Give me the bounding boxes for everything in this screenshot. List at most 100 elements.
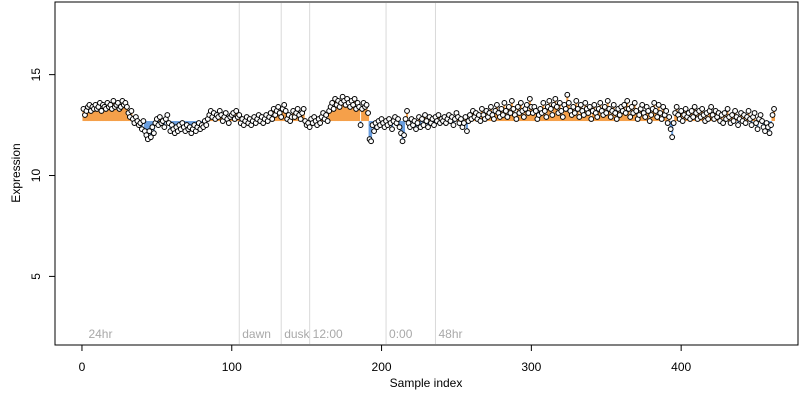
data-point-189 — [363, 102, 370, 108]
data-point-286 — [508, 97, 515, 104]
data-point-399 — [678, 108, 685, 114]
data-point-413 — [699, 106, 706, 112]
data-point-29 — [124, 104, 130, 110]
data-point-252 — [458, 116, 464, 122]
data-point-362 — [622, 110, 629, 116]
data-point-320 — [559, 114, 566, 120]
data-point-145 — [297, 116, 304, 122]
marker-label-0: dawn — [242, 327, 271, 341]
data-point-309 — [543, 114, 550, 120]
data-point-391 — [666, 114, 673, 120]
data-point-44 — [146, 128, 153, 135]
data-point-181 — [351, 95, 358, 102]
data-point-332 — [577, 102, 584, 108]
data-point-358 — [616, 112, 623, 118]
data-point-393 — [669, 134, 676, 141]
data-point-287 — [510, 106, 517, 112]
data-point-417 — [705, 116, 712, 122]
data-points — [80, 91, 777, 145]
data-point-283 — [504, 114, 511, 120]
data-point-458 — [766, 130, 773, 137]
data-point-419 — [708, 104, 715, 110]
y-tick-label-0: 5 — [29, 273, 43, 280]
data-point-211 — [396, 124, 403, 130]
marker-label-2: 12:00 — [313, 327, 343, 341]
data-point-378 — [646, 118, 653, 124]
data-point-355 — [612, 110, 619, 116]
data-point-266 — [479, 106, 485, 112]
data-point-327 — [570, 104, 577, 110]
data-point-316 — [553, 104, 560, 110]
data-point-307 — [540, 99, 547, 106]
data-point-361 — [621, 102, 628, 108]
y-axis: 5 10 15 — [29, 68, 56, 280]
data-point-312 — [547, 106, 554, 112]
data-point-40 — [140, 118, 147, 124]
data-point-442 — [742, 120, 749, 126]
data-point-427 — [720, 120, 727, 126]
data-point-82 — [203, 122, 210, 128]
data-point-228 — [422, 112, 428, 118]
data-point-45 — [147, 134, 154, 141]
data-point-352 — [607, 114, 614, 120]
data-point-453 — [759, 118, 765, 124]
data-point-147 — [300, 106, 307, 112]
data-point-311 — [546, 97, 553, 104]
data-point-255 — [462, 114, 469, 120]
data-point-104 — [236, 112, 243, 118]
data-point-223 — [414, 120, 421, 126]
vertical-marker-lines — [238, 3, 436, 344]
y-tick-label-1: 10 — [29, 169, 43, 183]
data-point-381 — [651, 99, 658, 106]
data-point-366 — [628, 104, 635, 110]
data-point-298 — [526, 95, 533, 102]
data-point-318 — [556, 99, 563, 106]
data-point-276 — [494, 102, 500, 108]
data-point-226 — [419, 116, 425, 122]
data-point-392 — [667, 126, 674, 133]
data-point-394 — [670, 120, 677, 126]
data-point-308 — [541, 108, 548, 114]
data-point-134 — [281, 102, 288, 108]
y-axis-label: Expression — [9, 143, 23, 202]
data-point-185 — [357, 122, 364, 128]
data-point-294 — [520, 114, 527, 120]
data-point-46 — [149, 124, 156, 130]
data-point-389 — [663, 108, 670, 114]
x-tick-label-0: 0 — [79, 360, 86, 374]
data-point-402 — [682, 106, 689, 112]
data-point-296 — [523, 102, 530, 108]
marker-label-3: 0:00 — [389, 327, 413, 341]
data-point-337 — [585, 110, 592, 116]
data-point-338 — [586, 104, 593, 110]
plot-frame — [54, 1, 799, 346]
data-point-254 — [461, 120, 467, 126]
data-point-400 — [679, 118, 686, 124]
data-point-369 — [633, 108, 640, 114]
data-point-279 — [498, 106, 505, 112]
data-point-210 — [395, 116, 401, 122]
data-point-158 — [317, 120, 324, 126]
data-point-313 — [549, 112, 556, 118]
data-point-384 — [655, 102, 662, 108]
data-point-102 — [233, 108, 240, 114]
data-point-229 — [423, 118, 430, 124]
data-point-390 — [664, 120, 671, 126]
data-point-56 — [164, 112, 171, 118]
data-point-237 — [435, 112, 442, 118]
data-point-387 — [660, 104, 667, 110]
data-point-284 — [505, 104, 512, 110]
x-tick-label-2: 200 — [372, 360, 392, 374]
data-point-132 — [278, 114, 285, 120]
data-point-192 — [368, 138, 374, 145]
data-point-135 — [282, 108, 289, 114]
x-tick-label-1: 100 — [222, 360, 242, 374]
data-point-126 — [269, 116, 276, 122]
data-point-363 — [624, 97, 631, 104]
data-point-285 — [507, 110, 514, 116]
data-point-272 — [488, 104, 494, 110]
data-point-180 — [350, 102, 356, 108]
data-point-162 — [323, 112, 330, 118]
data-point-23 — [115, 99, 121, 106]
data-point-289 — [513, 116, 520, 122]
